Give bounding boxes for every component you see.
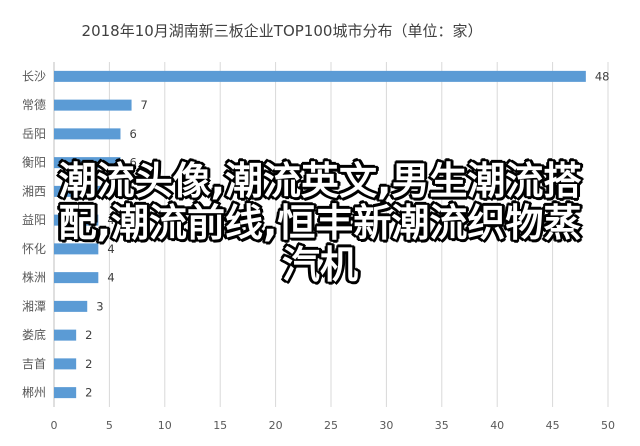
bar [54, 300, 88, 312]
category-label: 湘西 [22, 183, 46, 198]
bar [54, 387, 77, 399]
data-label: 4 [107, 213, 114, 227]
category-label: 郴州 [22, 386, 46, 400]
x-tick-label: 20 [269, 419, 283, 432]
data-label: 2 [85, 357, 92, 371]
data-label: 48 [595, 69, 610, 83]
bar [54, 243, 99, 255]
chart-title: 2018年10月湖南新三板企业TOP100城市分布（单位：家） [82, 22, 483, 40]
data-label: 4 [107, 271, 114, 285]
bar [54, 70, 586, 82]
category-label: 长沙 [22, 69, 46, 83]
data-label: 6 [129, 127, 136, 141]
bar [54, 128, 121, 140]
bar [54, 157, 121, 169]
bar [54, 329, 77, 341]
category-label: 岳阳 [22, 127, 46, 141]
x-tick-label: 35 [435, 419, 449, 432]
x-tick-label: 50 [601, 419, 615, 432]
bar [54, 358, 77, 370]
bar [54, 272, 99, 284]
category-label: 益阳 [22, 213, 46, 227]
data-label: 2 [85, 328, 92, 342]
data-label: 6 [129, 156, 136, 170]
x-tick-label: 15 [213, 419, 227, 432]
bar [54, 99, 132, 111]
x-tick-label: 45 [546, 419, 560, 432]
data-label: 7 [141, 98, 148, 112]
x-tick-label: 5 [106, 419, 113, 432]
data-label: 5 [118, 184, 125, 198]
category-label: 株洲 [22, 270, 46, 285]
category-label: 怀化 [22, 242, 46, 256]
bar [54, 214, 99, 226]
data-label: 3 [96, 299, 103, 313]
bar [54, 185, 110, 197]
x-tick-label: 10 [158, 419, 172, 432]
data-label: 4 [107, 242, 114, 256]
category-label: 衡阳 [22, 156, 46, 170]
category-label: 吉首 [22, 357, 46, 371]
x-tick-label: 40 [490, 419, 504, 432]
x-tick-label: 25 [324, 419, 338, 432]
category-label: 湘潭 [22, 298, 46, 313]
category-label: 常德 [22, 97, 46, 112]
category-label: 娄底 [22, 327, 46, 342]
x-tick-label: 0 [51, 419, 58, 432]
data-label: 2 [85, 386, 92, 400]
x-tick-label: 30 [379, 419, 393, 432]
